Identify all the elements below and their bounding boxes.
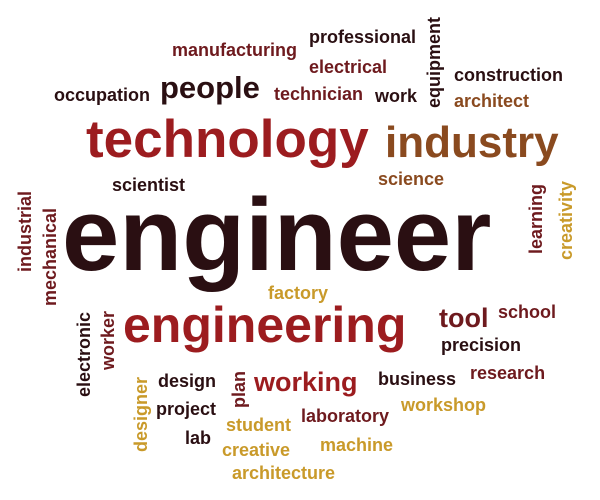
word-technician: technician [274, 84, 364, 104]
word-designer: designer [131, 376, 151, 452]
word-electrical: electrical [309, 57, 388, 77]
word-design: design [158, 371, 217, 391]
word-learning: learning [526, 183, 546, 254]
word-worker: worker [98, 310, 118, 370]
word-architect: architect [454, 91, 530, 111]
word-science: science [378, 169, 445, 189]
word-mechanical: mechanical [40, 207, 60, 306]
word-architecture: architecture [232, 463, 336, 483]
word-student: student [226, 415, 291, 435]
word-plan: plan [229, 370, 249, 408]
word-project: project [156, 399, 217, 419]
word-scientist: scientist [112, 175, 186, 195]
word-manufacturing: manufacturing [172, 40, 298, 60]
word-business: business [378, 369, 457, 389]
word-laboratory: laboratory [301, 406, 390, 426]
word-electronic: electronic [74, 311, 94, 397]
word-factory: factory [268, 283, 329, 303]
word-lab: lab [185, 428, 212, 448]
word-creative: creative [222, 440, 291, 460]
word-professional: professional [309, 27, 417, 47]
word-people: people [160, 70, 260, 105]
word-industry: industry [385, 118, 559, 167]
word-industrial: industrial [15, 190, 35, 272]
word-working: working [254, 367, 358, 397]
word-technology: technology [86, 110, 369, 169]
word-research: research [470, 363, 546, 383]
word-engineering: engineering [123, 297, 407, 353]
word-engineer: engineer [62, 177, 492, 292]
word-machine: machine [320, 435, 394, 455]
word-school: school [498, 302, 557, 322]
word-construction: construction [454, 65, 564, 85]
word-work: work [375, 86, 418, 106]
word-creativity: creativity [556, 180, 576, 260]
word-workshop: workshop [401, 395, 487, 415]
word-occupation: occupation [54, 85, 151, 105]
word-equipment: equipment [424, 16, 444, 108]
word-precision: precision [441, 335, 522, 355]
word-tool: tool [439, 303, 489, 333]
